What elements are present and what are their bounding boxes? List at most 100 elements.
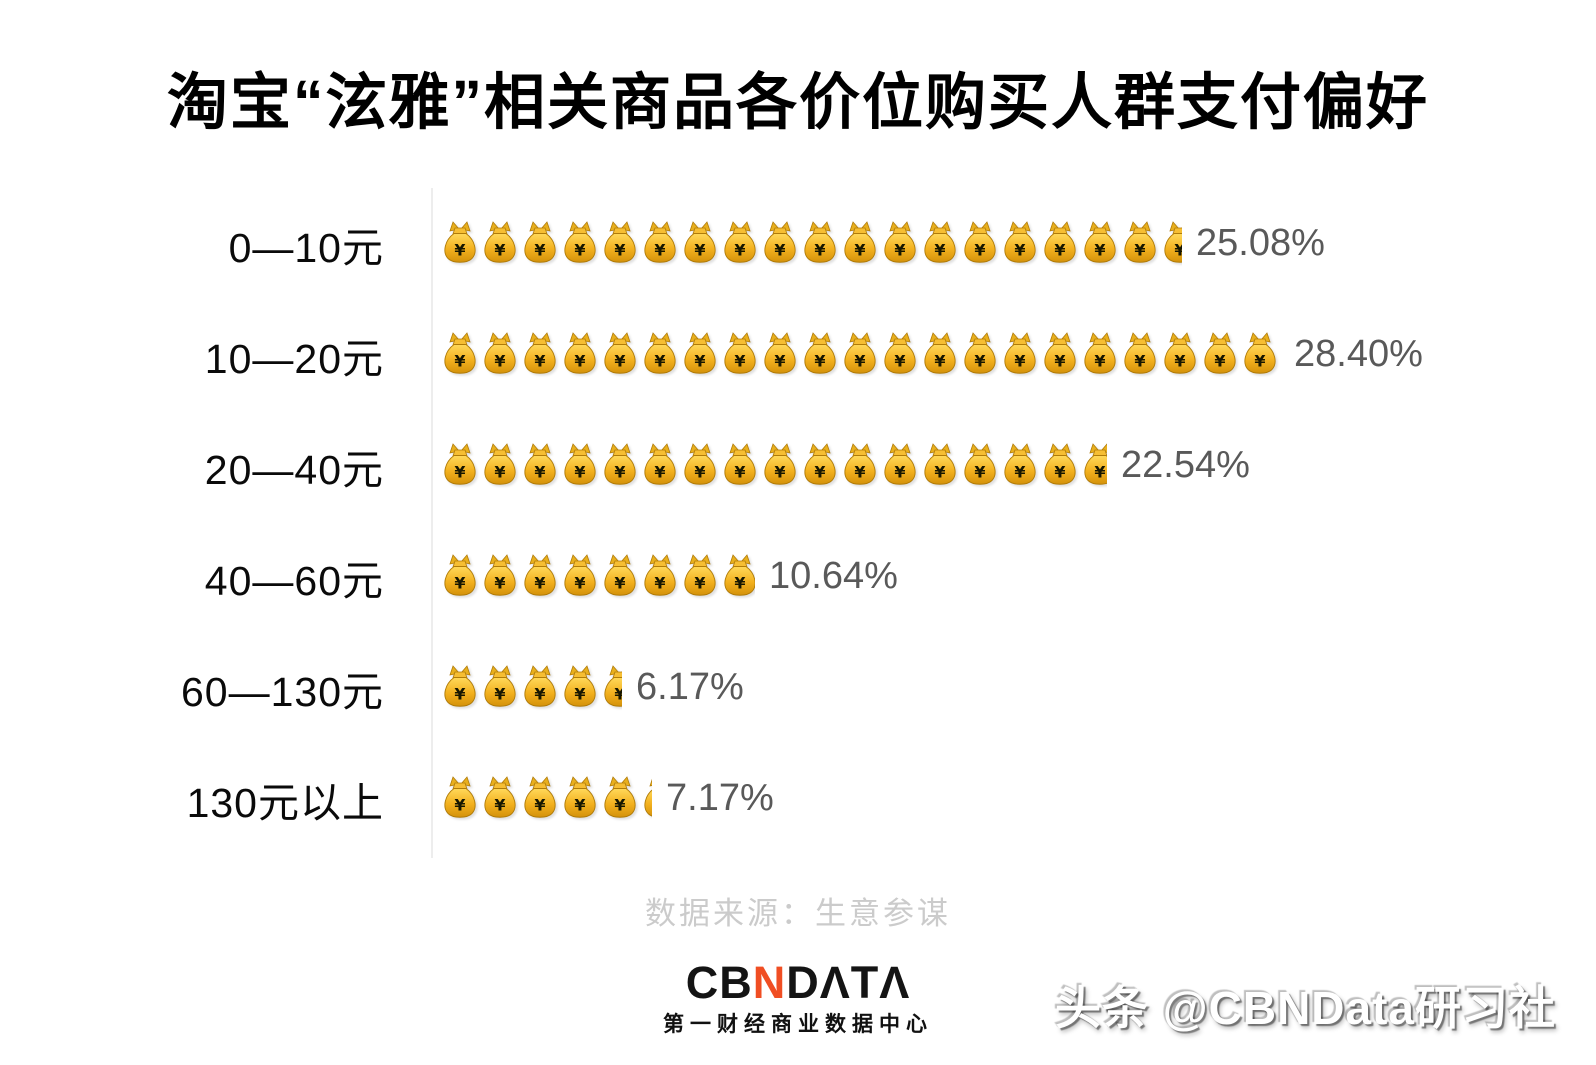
money-bag-icon bbox=[1124, 332, 1156, 374]
toutiao-watermark: 头条 @CBNData研习社 bbox=[1055, 982, 1556, 1034]
money-bag-icon bbox=[604, 443, 636, 485]
category-label: 60—130元 bbox=[180, 668, 384, 715]
logo-n-accent: N bbox=[752, 957, 787, 1008]
money-bag-icon bbox=[524, 443, 556, 485]
money-bag-icon bbox=[524, 776, 556, 818]
value-label: 25.08% bbox=[1196, 222, 1325, 264]
money-bag-icon bbox=[1164, 221, 1182, 263]
money-bag-icon bbox=[684, 443, 716, 485]
partial-money-bag-icon bbox=[640, 776, 652, 822]
money-bag-icon bbox=[804, 221, 836, 263]
money-bag-icon bbox=[444, 332, 476, 374]
money-bag-icon bbox=[564, 665, 596, 707]
axis-line bbox=[431, 188, 433, 858]
money-bag-icon bbox=[604, 665, 622, 707]
chart-row: 10—20元 28.40% bbox=[0, 299, 1596, 410]
money-bag-icon bbox=[1244, 332, 1276, 374]
chart-row: 20—40元 22.54% bbox=[0, 410, 1596, 521]
pictogram-bar: 6.17% bbox=[440, 665, 744, 711]
partial-money-bag-icon bbox=[1080, 443, 1107, 489]
value-label: 22.54% bbox=[1121, 444, 1250, 486]
chart-row: 0—10元 25.08% bbox=[0, 188, 1596, 299]
partial-money-bag-icon bbox=[720, 554, 755, 600]
money-bag-icon bbox=[644, 776, 652, 818]
money-bag-icon bbox=[444, 221, 476, 263]
money-bag-icon bbox=[524, 332, 556, 374]
money-bag-icon bbox=[484, 554, 516, 596]
money-bag-icon bbox=[604, 332, 636, 374]
money-bag-icon bbox=[1204, 332, 1236, 374]
pictogram-bar: 10.64% bbox=[440, 554, 898, 600]
value-label: 10.64% bbox=[769, 555, 898, 597]
money-bag-icon bbox=[1084, 443, 1107, 485]
money-bag-icon bbox=[484, 443, 516, 485]
money-bag-icon bbox=[604, 776, 636, 818]
category-label: 40—60元 bbox=[204, 557, 384, 604]
category-label: 0—10元 bbox=[228, 224, 384, 271]
money-bag-icon bbox=[564, 221, 596, 263]
money-bag-icon bbox=[764, 443, 796, 485]
money-bag-icon bbox=[764, 221, 796, 263]
money-bag-icon bbox=[724, 221, 756, 263]
data-source-label: 数据来源：生意参谋 bbox=[645, 896, 951, 931]
cbndata-logo: CBNDΛTΛ 第一财经商业数据中心 bbox=[0, 960, 1596, 1035]
chart-row: 130元以上 7.17% bbox=[0, 743, 1596, 854]
value-label: 6.17% bbox=[636, 666, 744, 708]
logo-cb: CB bbox=[685, 957, 753, 1008]
money-bag-icon bbox=[644, 332, 676, 374]
money-bag-icon bbox=[724, 332, 756, 374]
partial-money-bag-icon bbox=[1160, 221, 1182, 267]
money-bag-icon bbox=[1004, 221, 1036, 263]
money-bag-icon bbox=[484, 332, 516, 374]
money-bag-icon bbox=[1084, 332, 1116, 374]
money-bag-icon bbox=[524, 665, 556, 707]
money-bag-icon bbox=[1044, 443, 1076, 485]
money-bag-icon bbox=[564, 332, 596, 374]
money-bag-icon bbox=[564, 554, 596, 596]
category-label: 130元以上 bbox=[186, 779, 384, 826]
pictogram-bar: 28.40% bbox=[440, 332, 1423, 378]
money-bag-icon bbox=[524, 554, 556, 596]
money-bag-icon bbox=[844, 332, 876, 374]
money-bag-icon bbox=[444, 554, 476, 596]
money-bag-icon bbox=[964, 332, 996, 374]
pictogram-chart: 0—10元 25.08% 10—20元 28.40% 20—40元 22.54% 40—60… bbox=[0, 188, 1596, 860]
money-bag-icon bbox=[924, 221, 956, 263]
money-bag-icon bbox=[484, 776, 516, 818]
partial-money-bag-icon bbox=[600, 665, 622, 711]
money-bag-icon bbox=[684, 221, 716, 263]
money-bag-icon bbox=[844, 443, 876, 485]
chart-title: 淘宝“泫雅”相关商品各价位购买人群支付偏好 bbox=[166, 68, 1429, 136]
money-bag-icon bbox=[484, 221, 516, 263]
category-label: 20—40元 bbox=[204, 446, 384, 493]
money-bag-icon bbox=[684, 332, 716, 374]
money-bag-icon bbox=[564, 443, 596, 485]
money-bag-icon bbox=[484, 665, 516, 707]
chart-rows: 0—10元 25.08% 10—20元 28.40% 20—40元 22.54% 40—60… bbox=[0, 188, 1596, 854]
money-bag-icon bbox=[924, 443, 956, 485]
pictogram-bar: 22.54% bbox=[440, 443, 1250, 489]
money-bag-icon bbox=[444, 776, 476, 818]
money-bag-icon bbox=[604, 554, 636, 596]
money-bag-icon bbox=[1004, 443, 1036, 485]
money-bag-icon bbox=[884, 443, 916, 485]
money-bag-icon bbox=[884, 332, 916, 374]
money-bag-icon bbox=[844, 221, 876, 263]
cbndata-wordmark: CBNDΛTΛ bbox=[0, 960, 1596, 1005]
chart-row: 40—60元 10.64% bbox=[0, 521, 1596, 632]
logo-data: DΛTΛ bbox=[786, 957, 911, 1008]
money-bag-icon bbox=[1044, 221, 1076, 263]
category-label: 10—20元 bbox=[204, 335, 384, 382]
money-bag-icon bbox=[804, 332, 836, 374]
pictogram-bar: 25.08% bbox=[440, 221, 1325, 267]
cbndata-subtitle: 第一财经商业数据中心 bbox=[663, 1013, 933, 1036]
money-bag-icon bbox=[644, 554, 676, 596]
money-bag-icon bbox=[924, 332, 956, 374]
money-bag-icon bbox=[1004, 332, 1036, 374]
money-bag-icon bbox=[644, 443, 676, 485]
money-bag-icon bbox=[524, 221, 556, 263]
money-bag-icon bbox=[564, 776, 596, 818]
money-bag-icon bbox=[964, 221, 996, 263]
money-bag-icon bbox=[724, 554, 755, 596]
